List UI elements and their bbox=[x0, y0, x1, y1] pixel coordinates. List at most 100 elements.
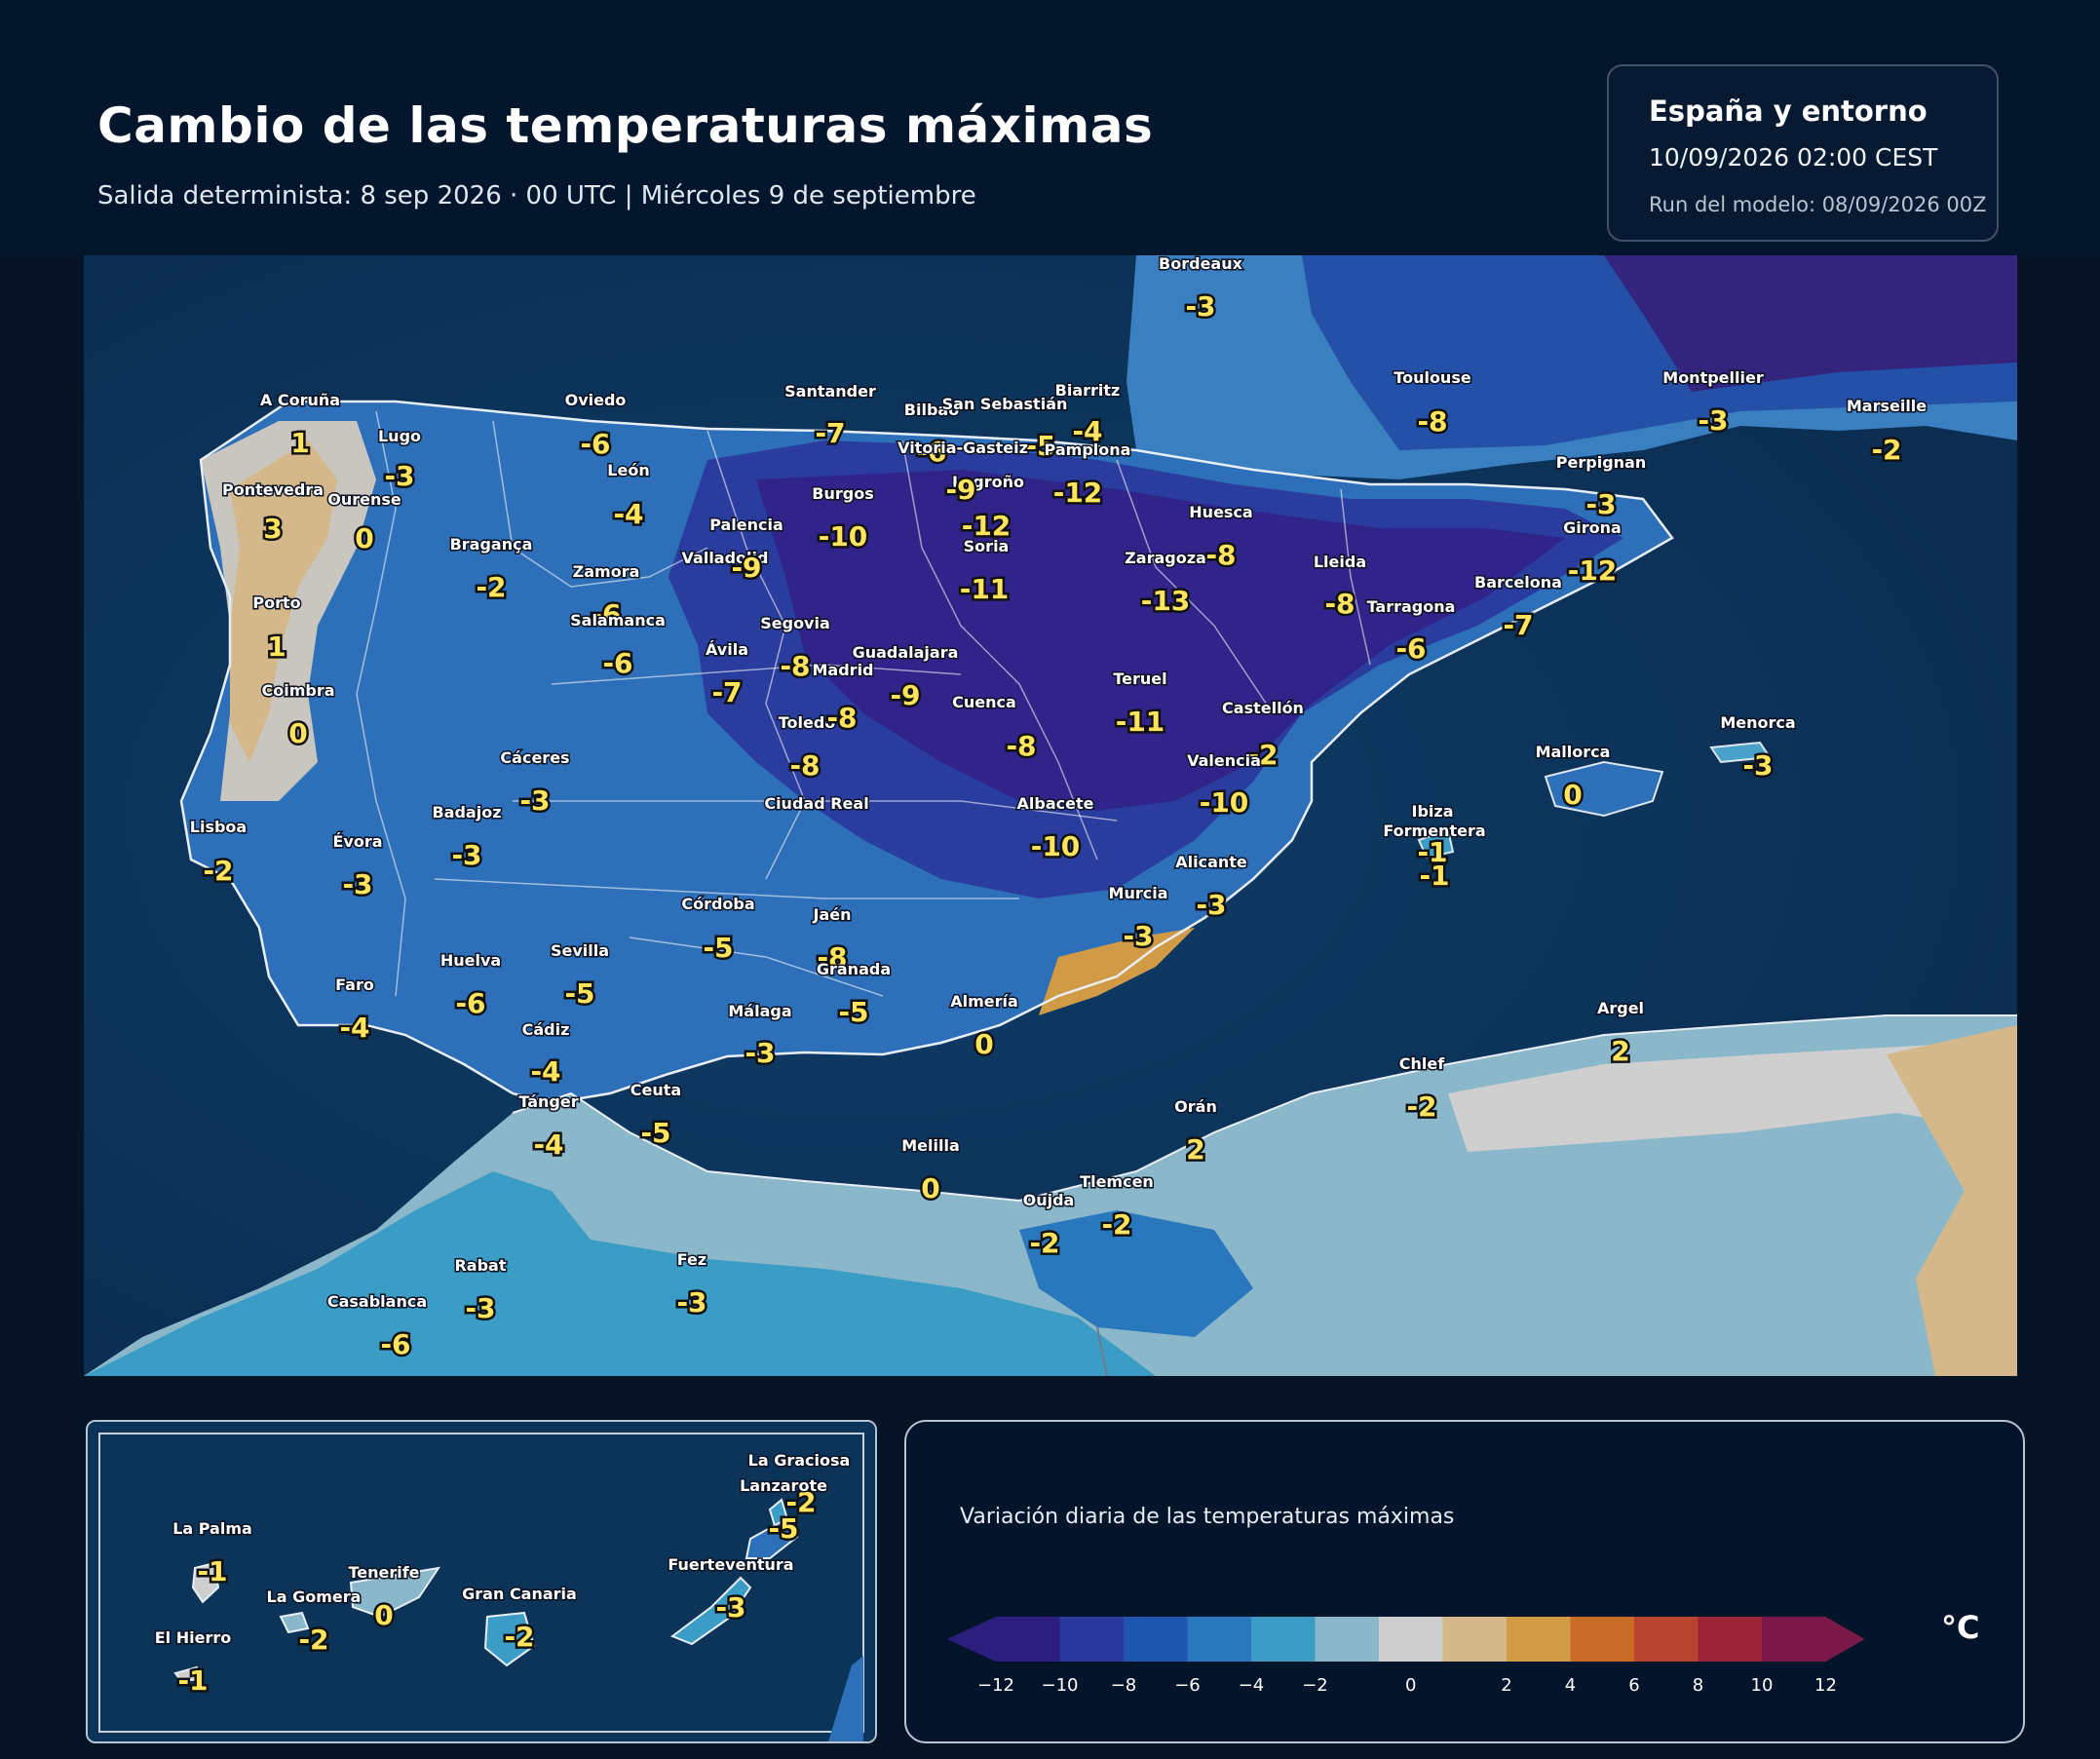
city-value: 0 bbox=[974, 1028, 993, 1060]
city-label: Formentera bbox=[1383, 822, 1485, 840]
legend-tick-labels: −12 −10 −8 −6 −4 −2 0 2 4 6 8 10 12 bbox=[977, 1675, 1837, 1696]
city-label: Girona bbox=[1563, 518, 1622, 537]
city-value: -13 bbox=[1141, 585, 1191, 617]
legend-unit: °C bbox=[1941, 1609, 1979, 1646]
legend-tick-label: −10 bbox=[1042, 1675, 1079, 1696]
legend-scale: −12 −10 −8 −6 −4 −2 0 2 4 6 8 10 12 °C bbox=[947, 1609, 1979, 1696]
legend-tick-label: −6 bbox=[1174, 1675, 1201, 1696]
legend-swatch bbox=[1059, 1617, 1125, 1662]
city-value: -3 bbox=[384, 460, 414, 492]
warm-west bbox=[230, 440, 337, 762]
island-value: -2 bbox=[504, 1621, 534, 1653]
city-value: -6 bbox=[602, 647, 632, 679]
city-value: 0 bbox=[1563, 779, 1582, 811]
city-value: -6 bbox=[591, 598, 621, 631]
city-label: Ciudad Real bbox=[764, 794, 868, 813]
city-value: 0 bbox=[921, 1172, 939, 1205]
city-value: -8 bbox=[1205, 539, 1236, 571]
legend-swatch bbox=[1507, 1617, 1571, 1662]
city-value: -4 bbox=[339, 1012, 369, 1044]
city-label: Bilbao bbox=[904, 401, 959, 419]
city-value: -2 bbox=[476, 571, 506, 603]
africa-cool bbox=[84, 1171, 1156, 1376]
city-value: -5 bbox=[703, 932, 733, 964]
city-label: Logroño bbox=[952, 473, 1024, 491]
legend-swatch bbox=[1251, 1617, 1316, 1662]
africa-cold-patch bbox=[1019, 1210, 1253, 1337]
city-label: Ibiza bbox=[1412, 802, 1454, 821]
map-canvas: Bordeaux -3 A Coruña 1 Lugo -3 Oviedo -6… bbox=[84, 255, 2017, 1376]
city-value: -12 bbox=[1053, 477, 1103, 509]
island-value: -5 bbox=[768, 1512, 798, 1545]
legend-swatch bbox=[1379, 1617, 1443, 1662]
city-label: Ávila bbox=[706, 640, 748, 659]
land-mallorca bbox=[1544, 760, 1664, 818]
page-title: Cambio de las temperaturas máximas bbox=[97, 97, 1154, 154]
city-label: Tarragona bbox=[1367, 597, 1456, 616]
city-label: Oviedo bbox=[565, 391, 627, 409]
island-label: El Hierro bbox=[155, 1628, 231, 1647]
city-label: Jaén bbox=[813, 905, 852, 924]
land-france-coldest bbox=[1604, 255, 2017, 392]
coldest-core bbox=[756, 470, 1565, 811]
main-map: Bordeaux -3 A Coruña 1 Lugo -3 Oviedo -6… bbox=[84, 255, 2017, 1376]
city-value: -2 bbox=[1406, 1090, 1436, 1123]
island-label: Gran Canaria bbox=[462, 1585, 577, 1603]
legend-tick-label: 6 bbox=[1628, 1675, 1639, 1696]
island-label: Fuerteventura bbox=[668, 1555, 793, 1574]
city-value: -8 bbox=[780, 650, 810, 682]
city-value: -6 bbox=[916, 436, 946, 468]
city-label: Oujda bbox=[1023, 1191, 1075, 1209]
city-label: Fez bbox=[677, 1250, 706, 1269]
city-label: Mallorca bbox=[1536, 743, 1611, 761]
city-value: 2 bbox=[1186, 1133, 1204, 1166]
legend-tick-label: 2 bbox=[1501, 1675, 1511, 1696]
city-value: -3 bbox=[451, 839, 481, 871]
city-label: San Sebastián bbox=[942, 395, 1068, 413]
city-value: -11 bbox=[960, 573, 1010, 605]
city-value: -5 bbox=[564, 977, 594, 1010]
city-value: -10 bbox=[1200, 786, 1249, 819]
legend-tick-label: 8 bbox=[1693, 1675, 1703, 1696]
city-value: -2 bbox=[1029, 1227, 1059, 1259]
city-label: Cáceres bbox=[500, 748, 569, 767]
city-value: -2 bbox=[203, 855, 233, 887]
legend-arrow-low bbox=[947, 1617, 996, 1662]
city-value: -3 bbox=[465, 1292, 495, 1324]
city-value: -9 bbox=[731, 552, 761, 584]
city-label: Guadalajara bbox=[853, 643, 959, 662]
city-label: Castellón bbox=[1222, 699, 1304, 717]
legend-tick-label: −2 bbox=[1302, 1675, 1328, 1696]
legend-tick-label: 12 bbox=[1814, 1675, 1837, 1696]
city-label: Porto bbox=[252, 593, 300, 612]
city-label: Ourense bbox=[327, 490, 401, 509]
land-menorca bbox=[1709, 741, 1772, 764]
city-label: Ceuta bbox=[630, 1081, 681, 1099]
city-value: -3 bbox=[1123, 920, 1153, 952]
city-label: Zaragoza bbox=[1125, 549, 1206, 567]
city-value: -3 bbox=[745, 1037, 775, 1069]
legend-swatch bbox=[1315, 1617, 1380, 1662]
header: Cambio de las temperaturas máximas Salid… bbox=[0, 0, 2100, 255]
land-gran-canaria bbox=[483, 1611, 536, 1667]
legend-tick-label: 4 bbox=[1565, 1675, 1576, 1696]
city-value: -5 bbox=[838, 996, 868, 1028]
city-value: -10 bbox=[819, 520, 868, 553]
city-label: Valladolid bbox=[682, 549, 769, 567]
city-label: Faro bbox=[335, 975, 374, 994]
page-subtitle: Salida determinista: 8 sep 2026 · 00 UTC… bbox=[97, 181, 976, 210]
legend-swatch bbox=[996, 1617, 1060, 1662]
land-la-palma bbox=[191, 1561, 220, 1604]
city-label: Huesca bbox=[1189, 503, 1252, 521]
city-label: Casablanca bbox=[327, 1292, 427, 1311]
city-value: -8 bbox=[789, 749, 820, 782]
city-value: -4 bbox=[530, 1055, 560, 1088]
city-value: -1 bbox=[1417, 836, 1447, 868]
canary-islands-inset: La Graciosa -2 Lanzarote -5 La Palma -1 … bbox=[86, 1420, 877, 1743]
city-label: A Coruña bbox=[260, 391, 340, 409]
city-value: -3 bbox=[1742, 749, 1773, 782]
inset-canvas: La Graciosa -2 Lanzarote -5 La Palma -1 … bbox=[88, 1422, 875, 1741]
city-value: 0 bbox=[355, 522, 373, 554]
city-label: Bordeaux bbox=[1159, 255, 1243, 273]
land-la-gomera bbox=[279, 1611, 310, 1634]
